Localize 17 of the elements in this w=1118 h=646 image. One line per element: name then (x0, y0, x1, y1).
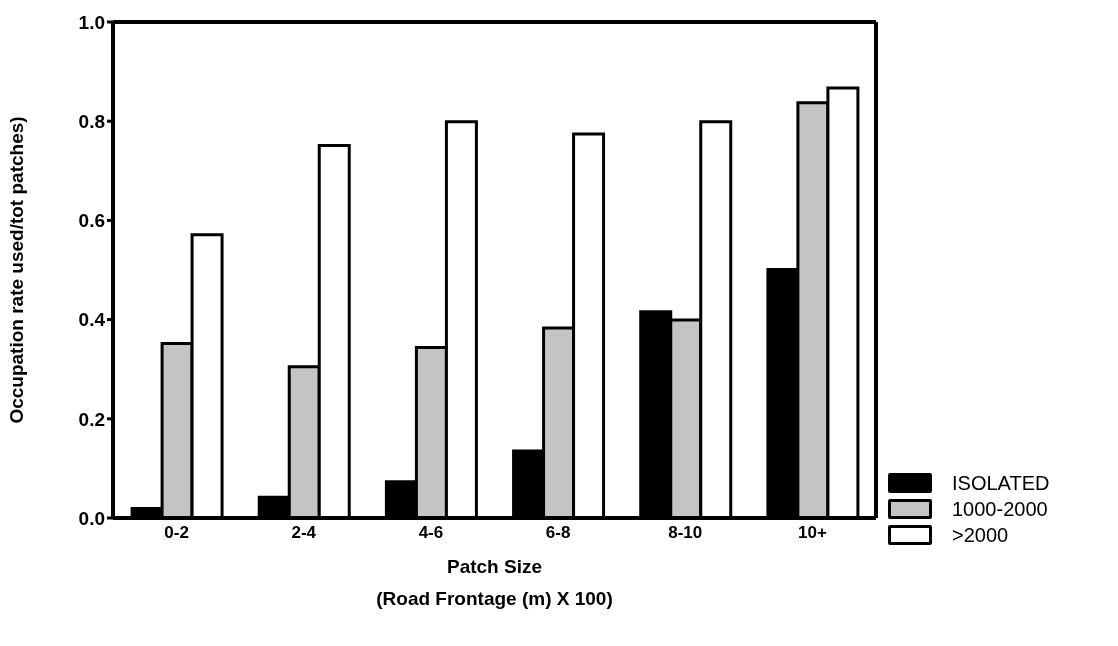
x-tick-label: 10+ (797, 523, 827, 543)
y-tick-label: 1.0 (78, 11, 105, 33)
y-tick-label: 0.8 (78, 110, 105, 132)
y-tick-label: 0.2 (78, 408, 105, 430)
legend-label: >2000 (952, 523, 1009, 547)
x-axis-title: Patch Size (Road Frontage (m) X 100) (376, 556, 613, 609)
y-tick-label: 0.4 (78, 309, 106, 331)
legend-label: ISOLATED (952, 471, 1050, 495)
y-tick-label: 0.0 (78, 507, 105, 529)
x-tick-label: 0-2 (164, 523, 189, 543)
x-tick-label: 8-10 (668, 523, 703, 543)
x-tick-label: 6-8 (545, 523, 571, 543)
y-axis-title: Occupation rate used/tot patches) (5, 116, 27, 424)
legend-label: 1000-2000 (952, 497, 1048, 521)
y-tick-label: 0.6 (78, 210, 105, 232)
x-tick-label: 2-4 (291, 523, 317, 543)
x-tick-label: 4-6 (418, 523, 444, 543)
